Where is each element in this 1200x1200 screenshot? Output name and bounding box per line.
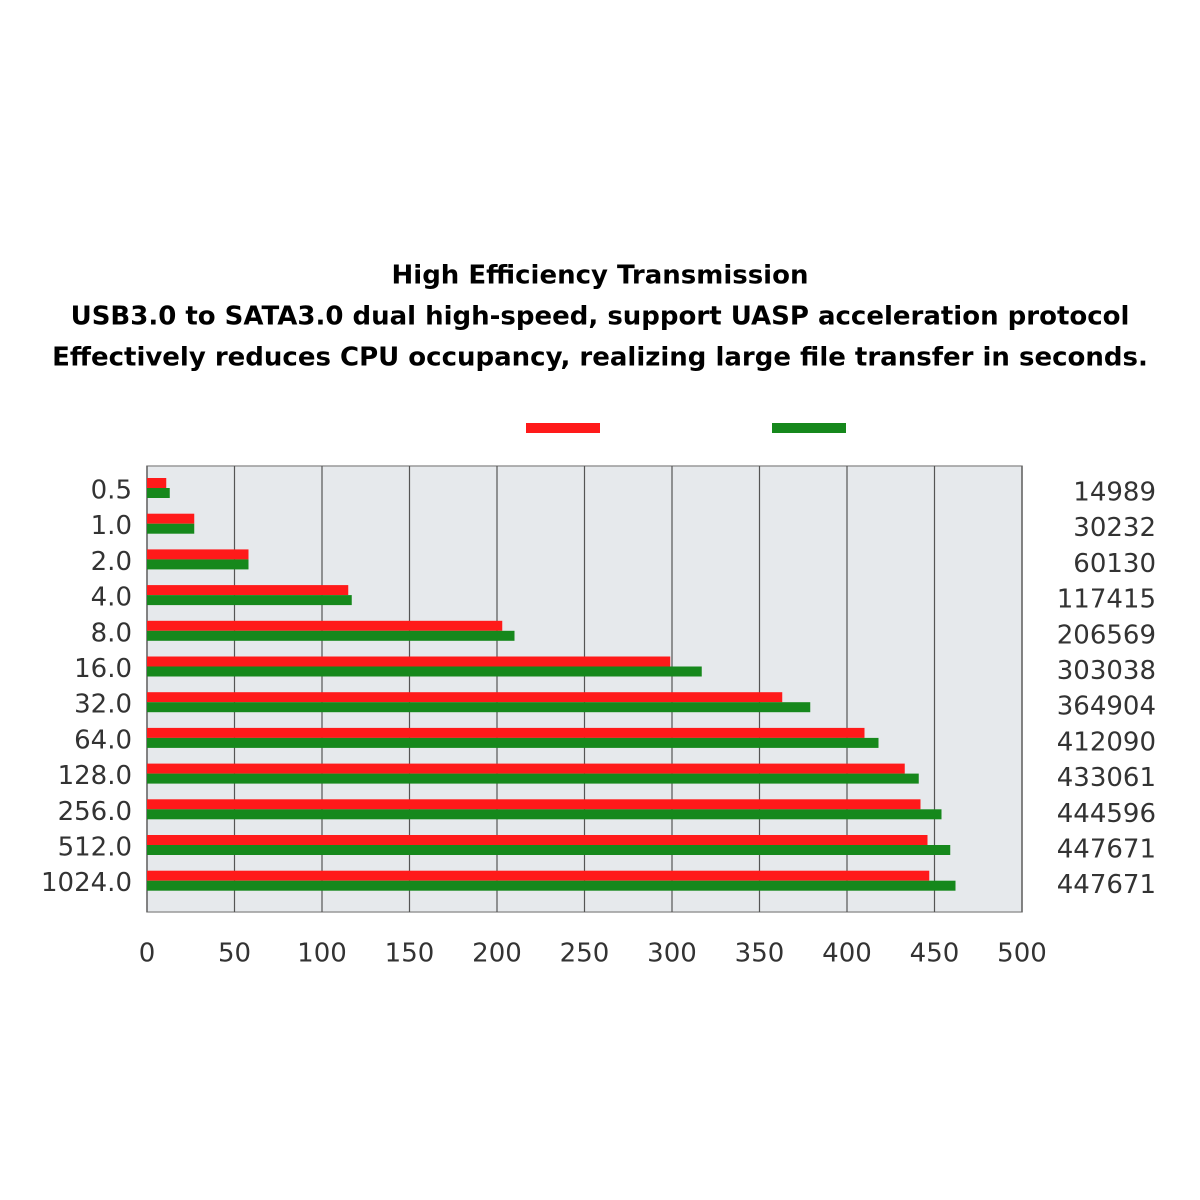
x-tick-label: 0 xyxy=(139,939,156,969)
bar xyxy=(147,595,352,606)
bar xyxy=(147,809,942,820)
y-tick-label: 1.0 xyxy=(91,511,132,541)
bar xyxy=(147,773,919,784)
y-tick-label: 8.0 xyxy=(91,618,132,648)
bar xyxy=(147,620,503,631)
chart-title: High Efficiency Transmission xyxy=(392,261,809,291)
legend-swatch xyxy=(526,423,600,433)
bar xyxy=(147,845,951,855)
right-label: 206569 xyxy=(1057,620,1156,650)
bar xyxy=(147,630,515,641)
x-tick-label: 200 xyxy=(472,939,522,969)
bar xyxy=(147,702,811,713)
bar xyxy=(147,513,195,524)
bar xyxy=(147,478,167,488)
chart-subtitle: USB3.0 to SATA3.0 dual high-speed, suppo… xyxy=(71,302,1130,332)
bar xyxy=(147,692,783,703)
y-tick-label: 256.0 xyxy=(58,797,132,827)
right-label: 364904 xyxy=(1057,692,1156,722)
bar xyxy=(147,656,671,667)
y-tick-label: 64.0 xyxy=(74,725,132,755)
y-tick-label: 1024.0 xyxy=(41,868,132,898)
x-tick-label: 300 xyxy=(647,939,697,969)
right-label: 14989 xyxy=(1073,478,1156,508)
right-label: 60130 xyxy=(1073,549,1156,579)
bar xyxy=(147,727,865,738)
bar xyxy=(147,835,928,845)
x-tick-label: 50 xyxy=(218,939,251,969)
right-label: 447671 xyxy=(1057,870,1156,900)
x-tick-label: 500 xyxy=(997,939,1047,969)
right-label: 433061 xyxy=(1057,763,1156,793)
y-tick-label: 512.0 xyxy=(58,833,132,863)
y-tick-label: 2.0 xyxy=(91,547,132,577)
bar xyxy=(147,799,921,810)
bar xyxy=(147,488,170,498)
right-label: 447671 xyxy=(1057,835,1156,865)
y-tick-label: 16.0 xyxy=(74,654,132,684)
bar xyxy=(147,559,249,570)
bar xyxy=(147,880,956,891)
right-label: 30232 xyxy=(1073,513,1156,543)
y-tick-label: 32.0 xyxy=(74,690,132,720)
bar xyxy=(147,666,702,677)
x-tick-label: 250 xyxy=(560,939,610,969)
x-tick-label: 150 xyxy=(385,939,435,969)
bar xyxy=(147,763,905,774)
y-tick-label: 128.0 xyxy=(58,761,132,791)
x-tick-label: 400 xyxy=(822,939,872,969)
right-label: 444596 xyxy=(1057,799,1156,829)
bar xyxy=(147,870,930,881)
bar xyxy=(147,523,195,534)
x-tick-label: 450 xyxy=(910,939,960,969)
legend-swatch xyxy=(772,423,846,433)
y-tick-label: 4.0 xyxy=(91,583,132,613)
bar xyxy=(147,585,349,596)
x-tick-label: 350 xyxy=(735,939,785,969)
bar xyxy=(147,549,249,560)
right-label: 117415 xyxy=(1057,585,1156,615)
bar xyxy=(147,737,879,748)
right-label: 412090 xyxy=(1057,727,1156,757)
chart-subtitle: Effectively reduces CPU occupancy, reali… xyxy=(52,343,1148,373)
x-tick-label: 100 xyxy=(297,939,347,969)
y-tick-label: 0.5 xyxy=(91,476,132,506)
right-label: 303038 xyxy=(1057,656,1156,686)
